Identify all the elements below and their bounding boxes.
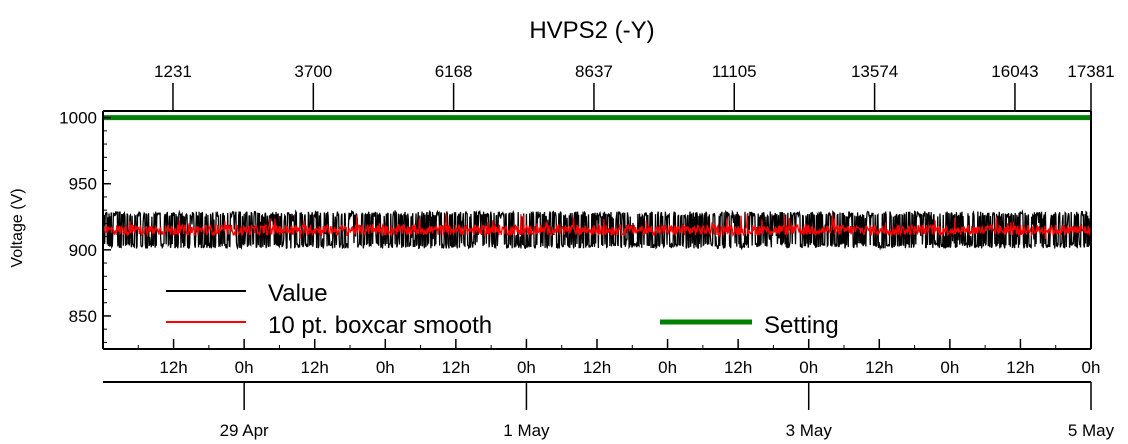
x-hour-tick-label: 0h	[235, 358, 254, 377]
y-tick-label: 900	[69, 241, 97, 260]
axis-layer: 850 900 950 1000 1231 3700 6168 8637 11105 13574 1…	[59, 62, 1114, 440]
plot-layer	[102, 115, 1092, 251]
top-tick-label: 11105	[712, 62, 757, 81]
chart-title: HVPS2 (-Y)	[529, 17, 654, 44]
x-hour-tick-label: 12h	[1006, 358, 1034, 377]
x-hour-tick-label: 0h	[658, 358, 677, 377]
x-hour-tick-label: 12h	[865, 358, 893, 377]
series-value-line	[102, 209, 1092, 251]
x-date-tick-label: 3 May	[786, 421, 833, 440]
x-hour-tick-label: 0h	[517, 358, 536, 377]
x-date-tick-label: 5 May	[1068, 421, 1115, 440]
x-date-tick-label: 29 Apr	[220, 421, 269, 440]
top-tick-label: 17381	[1067, 62, 1114, 81]
y-tick-label: 950	[69, 175, 97, 194]
legend-label: 10 pt. boxcar smooth	[268, 312, 492, 339]
top-tick-label: 6168	[435, 62, 473, 81]
x-hour-tick-label: 12h	[159, 358, 187, 377]
legend: Value 10 pt. boxcar smooth Setting	[166, 280, 839, 339]
x-hour-tick-label: 0h	[1082, 358, 1101, 377]
x-hour-tick-label: 0h	[799, 358, 818, 377]
x-hour-tick-label: 12h	[583, 358, 611, 377]
legend-label: Value	[268, 280, 328, 307]
y-axis-label: Voltage (V)	[9, 188, 26, 267]
y-tick-label: 1000	[59, 109, 97, 128]
x-hour-tick-label: 12h	[301, 358, 329, 377]
series-smooth-line	[102, 214, 1092, 239]
x-date-tick-label: 1 May	[503, 421, 550, 440]
top-tick-label: 16043	[991, 62, 1038, 81]
x-hour-tick-label: 12h	[442, 358, 470, 377]
top-tick-label: 3700	[294, 62, 332, 81]
top-tick-label: 1231	[154, 62, 192, 81]
x-hour-tick-label: 12h	[724, 358, 752, 377]
top-tick-label: 8637	[575, 62, 613, 81]
y-tick-label: 850	[69, 307, 97, 326]
x-hour-tick-label: 0h	[940, 358, 959, 377]
x-hour-tick-label: 0h	[376, 358, 395, 377]
legend-label: Setting	[764, 312, 839, 339]
top-tick-label: 13574	[851, 62, 898, 81]
